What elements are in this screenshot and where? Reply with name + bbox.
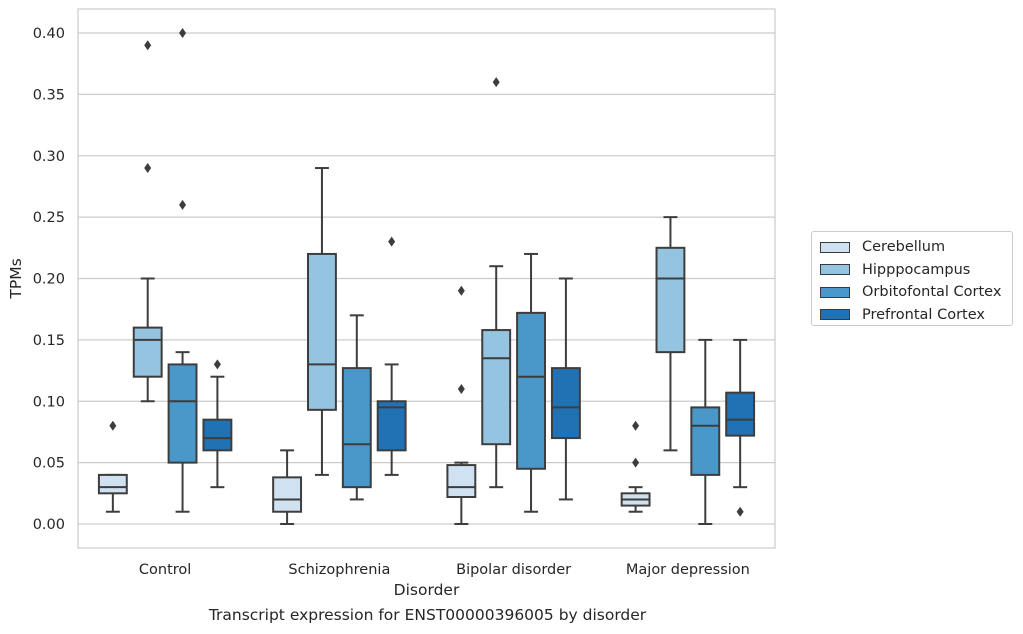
- outlier-point: [179, 28, 187, 38]
- box-prefrontal-cortex: [550, 277, 581, 501]
- x-tick-labels: Control Schizophrenia Bipolar disorder Majo…: [139, 562, 750, 578]
- legend-item: Cerebellum: [820, 236, 1004, 259]
- x-tick-label: Bipolar disorder: [456, 562, 571, 578]
- iqr-box: [307, 252, 337, 411]
- y-tick-labels: 0.00 0.05 0.10 0.15 0.20 0.25 0.30 0.35 0.40: [33, 26, 65, 533]
- y-tick-label: 0.20: [33, 272, 65, 288]
- box-hipppocampus: [481, 77, 512, 489]
- y-tick-label: 0.15: [33, 333, 65, 349]
- box-cerebellum: [620, 420, 651, 513]
- iqr-box: [725, 391, 756, 437]
- iqr-box: [202, 418, 233, 452]
- iqr-box: [167, 363, 198, 464]
- outlier-point: [388, 236, 396, 247]
- outlier-point: [144, 40, 152, 51]
- y-tick-label: 0.40: [33, 26, 65, 42]
- x-tick-label: Schizophrenia: [288, 562, 390, 578]
- legend-item: Hipppocampus: [820, 259, 1004, 282]
- outlier-point: [492, 77, 500, 88]
- iqr-box: [446, 464, 477, 498]
- box-cerebellum: [272, 449, 303, 525]
- box-cerebellum: [97, 420, 128, 513]
- outlier-point: [144, 163, 152, 174]
- legend-item: Prefrontal Cortex: [820, 304, 1004, 327]
- legend-label: Prefrontal Cortex: [862, 306, 985, 323]
- iqr-box: [690, 406, 721, 476]
- y-tick-label: 0.30: [33, 149, 65, 165]
- outlier-point: [213, 359, 221, 370]
- box-prefrontal-cortex: [725, 338, 756, 517]
- box-hipppocampus: [132, 40, 163, 403]
- iqr-box: [550, 367, 581, 440]
- outlier-point: [736, 506, 744, 517]
- x-tick-label: Control: [139, 562, 191, 578]
- iqr-box: [481, 329, 512, 446]
- x-axis-label: Disorder: [394, 581, 460, 599]
- boxes: [97, 28, 756, 525]
- legend: Cerebellum Hipppocampus Orbitofontal Corte…: [811, 231, 1013, 326]
- iqr-box: [376, 400, 407, 452]
- outlier-point: [457, 383, 465, 394]
- box-orbitofontal-cortex: [516, 252, 546, 513]
- iqr-box: [97, 473, 128, 495]
- box-cerebellum: [446, 285, 477, 525]
- y-tick-label: 0.05: [33, 456, 65, 472]
- y-tick-label: 0.00: [33, 517, 65, 533]
- box-orbitofontal-cortex: [341, 314, 372, 501]
- box-hipppocampus: [655, 216, 686, 452]
- iqr-box: [341, 367, 372, 489]
- box-orbitofontal-cortex: [167, 28, 198, 513]
- y-tick-label: 0.25: [33, 210, 65, 226]
- legend-item: Orbitofontal Cortex: [820, 281, 1004, 304]
- box-orbitofontal-cortex: [690, 338, 721, 525]
- y-axis-label: TPMs: [7, 258, 25, 299]
- outlier-point: [632, 457, 640, 468]
- iqr-box: [132, 326, 163, 378]
- legend-swatch: [820, 264, 850, 276]
- box-prefrontal-cortex: [376, 236, 407, 476]
- iqr-box: [655, 246, 686, 354]
- outlier-point: [457, 285, 465, 296]
- legend-swatch: [820, 309, 850, 321]
- y-tick-label: 0.10: [33, 394, 65, 410]
- outlier-point: [632, 420, 640, 431]
- legend-label: Cerebellum: [862, 239, 946, 256]
- outlier-point: [109, 420, 117, 431]
- legend-label: Orbitofontal Cortex: [862, 284, 1002, 301]
- figure-caption: Transcript expression for ENST0000039600…: [208, 606, 647, 624]
- iqr-box: [516, 311, 546, 470]
- outlier-point: [179, 199, 187, 210]
- box-hipppocampus: [307, 167, 337, 476]
- iqr-box: [272, 476, 303, 513]
- y-tick-label: 0.35: [33, 87, 65, 103]
- legend-label: Hipppocampus: [862, 261, 971, 278]
- box-prefrontal-cortex: [202, 359, 233, 489]
- x-tick-label: Major depression: [626, 562, 750, 578]
- legend-swatch: [820, 286, 850, 298]
- legend-swatch: [820, 241, 850, 253]
